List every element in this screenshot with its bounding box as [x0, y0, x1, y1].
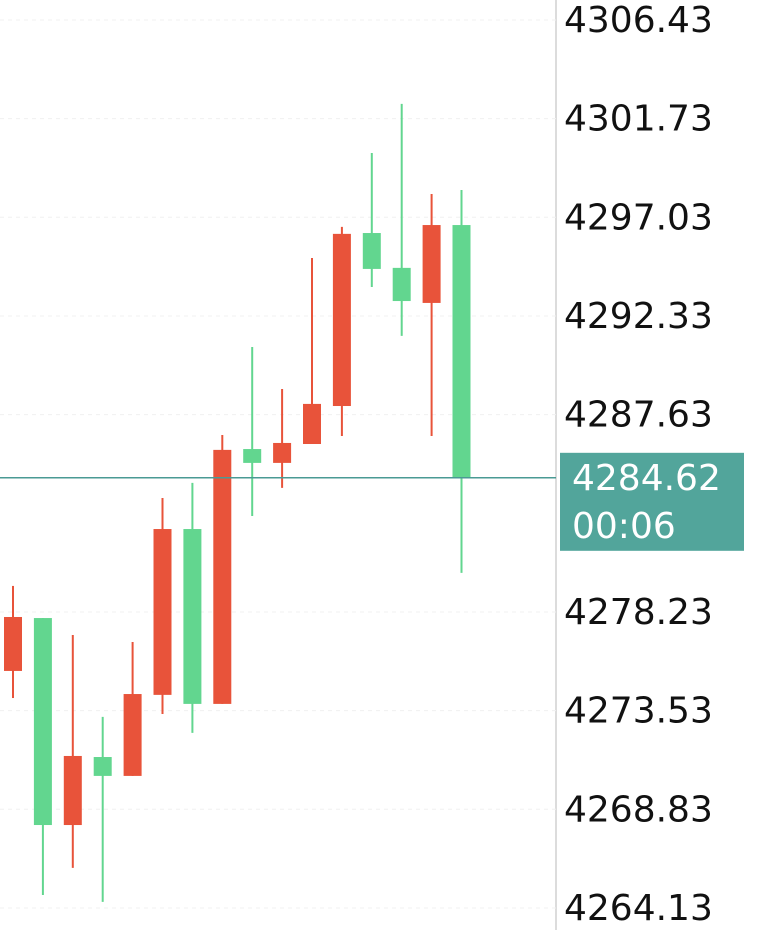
y-tick-label: 4297.03	[564, 197, 713, 238]
candle-body	[362, 233, 381, 269]
candle-body	[332, 233, 351, 407]
y-tick-label: 4278.23	[564, 592, 713, 633]
candle-body	[153, 529, 172, 695]
price-label-box	[560, 452, 744, 551]
countdown-label: 00:06	[572, 506, 676, 547]
candle-body	[63, 755, 82, 826]
candle-body	[243, 449, 262, 463]
price-label: 4284.62	[572, 458, 721, 499]
y-tick-label: 4268.83	[564, 789, 713, 830]
candle-body	[123, 694, 142, 776]
candle-body	[183, 529, 202, 704]
candle-body	[93, 757, 112, 776]
candle-body	[213, 449, 232, 704]
y-tick-label: 4292.33	[564, 296, 713, 337]
y-tick-label: 4273.53	[564, 691, 713, 732]
candle-body	[452, 225, 471, 478]
y-tick-label: 4306.43	[564, 0, 713, 41]
candle-body	[33, 618, 52, 826]
candle-body	[422, 225, 441, 303]
candle-body	[303, 403, 321, 445]
y-tick-label: 4301.73	[564, 99, 713, 140]
candle-body	[4, 616, 22, 671]
y-tick-label: 4287.63	[564, 395, 713, 436]
y-tick-label: 4264.13	[564, 888, 713, 929]
candle-body	[392, 267, 411, 302]
candle-body	[273, 442, 292, 463]
